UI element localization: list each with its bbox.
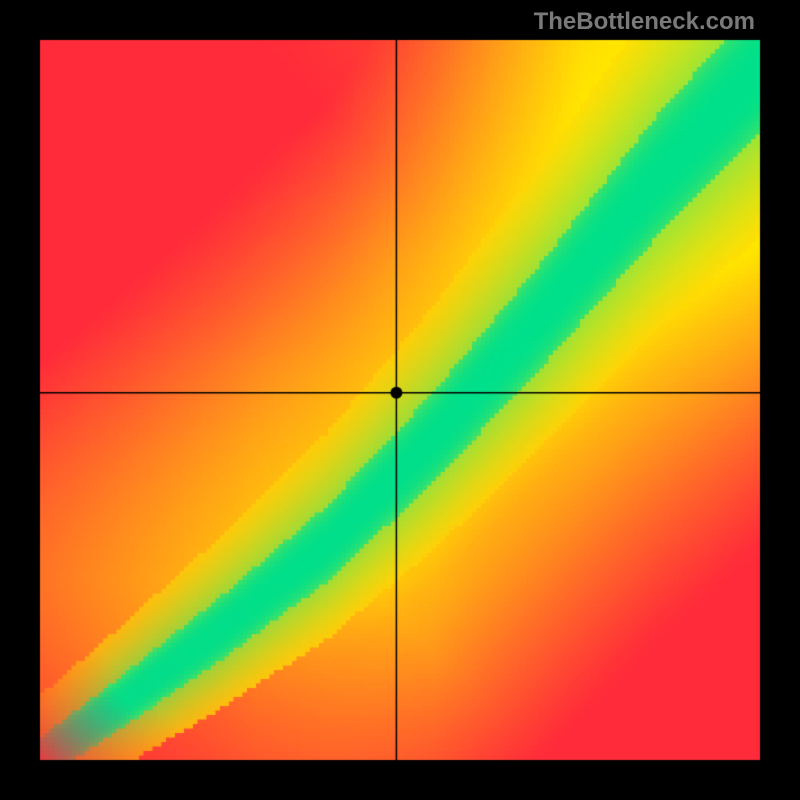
bottleneck-heatmap-chart <box>0 0 800 800</box>
watermark-label: TheBottleneck.com <box>534 8 755 36</box>
